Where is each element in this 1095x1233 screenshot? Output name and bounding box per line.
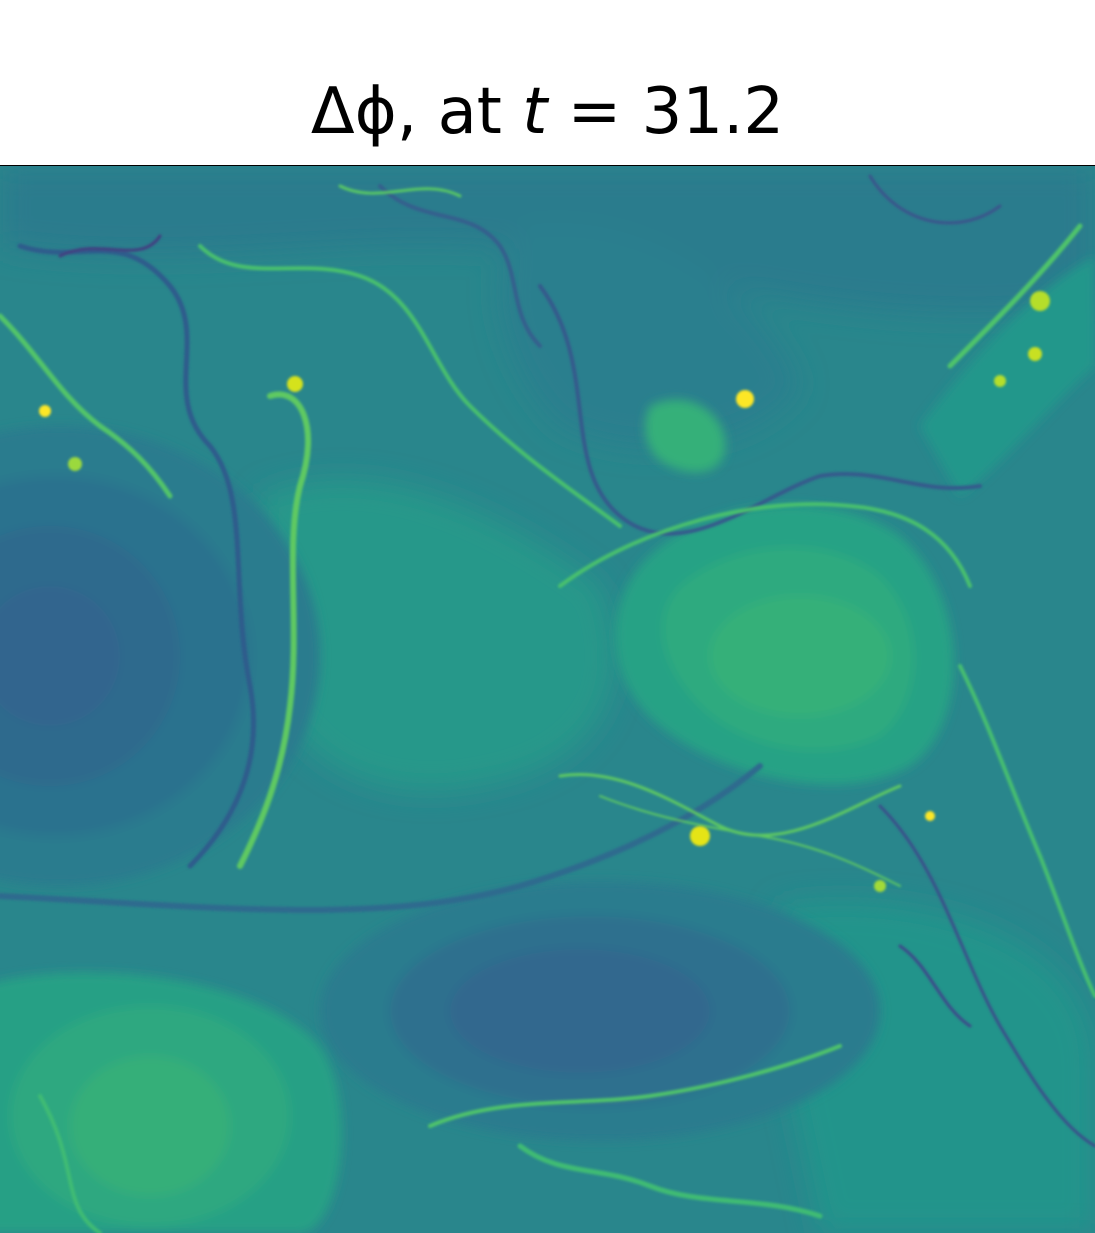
title-prefix: Δϕ, at <box>310 75 523 149</box>
region-right-lobe <box>499 222 800 447</box>
vortex-left <box>0 426 320 886</box>
filament-green-10 <box>38 1094 102 1233</box>
spot-yellow-2 <box>690 826 710 846</box>
title-equals: = <box>547 75 642 149</box>
spot-yellow-6 <box>287 376 303 392</box>
spot-yellow-3 <box>1030 291 1050 311</box>
filament-dark-3 <box>0 763 763 913</box>
filament-green-12 <box>599 795 901 887</box>
chart-title: Δϕ, at t = 31.2 <box>0 70 1095 154</box>
spot-yellow-9 <box>994 375 1006 387</box>
filament-dark-1 <box>17 243 256 869</box>
diagonal-band-top-right <box>920 256 1095 496</box>
spot-yellow-4 <box>1028 347 1042 361</box>
spot-yellow-8 <box>925 811 935 821</box>
filament-dark-5 <box>58 234 162 258</box>
filament-dark-2 <box>538 284 982 536</box>
filament-dark-7 <box>868 174 1002 225</box>
filament-green-2 <box>198 244 622 528</box>
filament-green-5 <box>558 773 902 837</box>
filament-green-6 <box>428 1044 842 1128</box>
spot-yellow-1 <box>736 390 754 408</box>
vortex-bottom <box>320 881 880 1141</box>
filament-dark-6 <box>378 184 542 348</box>
filament-dark-8 <box>898 944 972 1028</box>
vorticity-field <box>0 166 1095 1233</box>
filament-green-7 <box>947 223 1083 369</box>
heatmap-plot-area <box>0 166 1095 1233</box>
filament-dark-4 <box>878 804 1095 1148</box>
title-time-symbol: t <box>522 75 548 149</box>
blob-top-center <box>645 399 726 473</box>
filament-green-4 <box>558 502 972 588</box>
filament-green-1 <box>237 391 311 869</box>
spot-yellow-5 <box>39 405 51 417</box>
vortex-bottom-left <box>0 972 342 1233</box>
spot-yellow-7 <box>874 880 886 892</box>
filament-green-3 <box>0 313 173 499</box>
spot-yellow-10 <box>68 457 82 471</box>
filament-green-11 <box>338 184 462 198</box>
vortex-right <box>615 504 954 785</box>
filament-green-9 <box>958 664 1095 998</box>
filament-green-8 <box>517 1143 823 1219</box>
title-time-value: 31.2 <box>641 75 785 149</box>
region-center-band <box>260 480 615 792</box>
